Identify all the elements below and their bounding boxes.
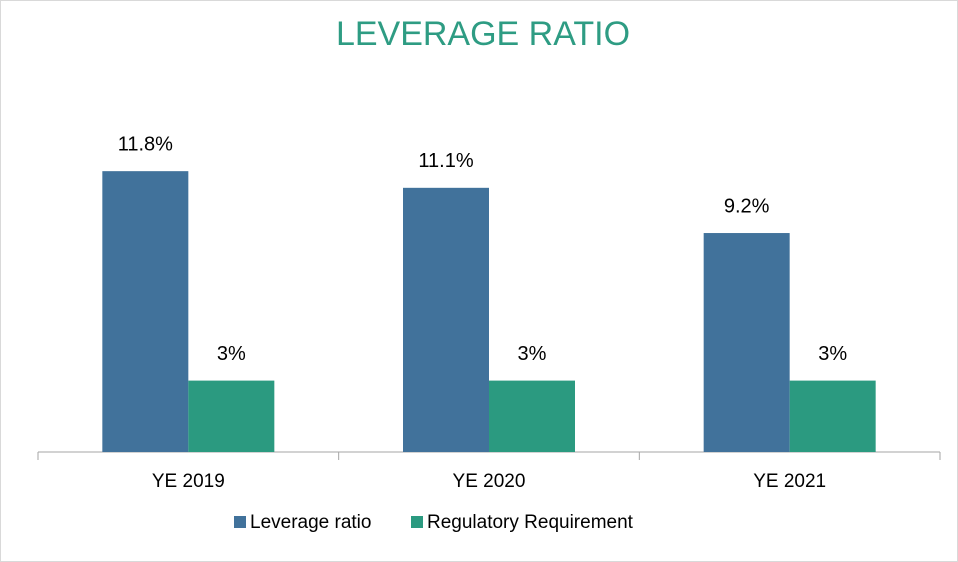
data-label: 3% <box>217 343 246 365</box>
legend-label: Regulatory Requirement <box>427 512 634 533</box>
legend-label: Leverage ratio <box>250 512 371 533</box>
legend-swatch <box>234 516 246 528</box>
data-label: 11.1% <box>418 150 473 172</box>
data-label: 3% <box>518 343 547 365</box>
bar <box>703 233 790 452</box>
data-label: 3% <box>818 343 847 365</box>
x-tick-label: YE 2021 <box>753 471 826 492</box>
data-label: 9.2% <box>724 195 770 217</box>
chart-title: LEVERAGE RATIO <box>336 15 630 53</box>
bar <box>102 171 189 452</box>
bar <box>789 380 876 452</box>
bar <box>489 380 575 452</box>
data-label: 11.8% <box>118 133 173 155</box>
x-tick-label: YE 2020 <box>453 471 526 492</box>
legend-swatch <box>411 516 423 528</box>
bar <box>403 187 489 452</box>
x-tick-label: YE 2019 <box>152 471 225 492</box>
bar <box>188 380 275 452</box>
